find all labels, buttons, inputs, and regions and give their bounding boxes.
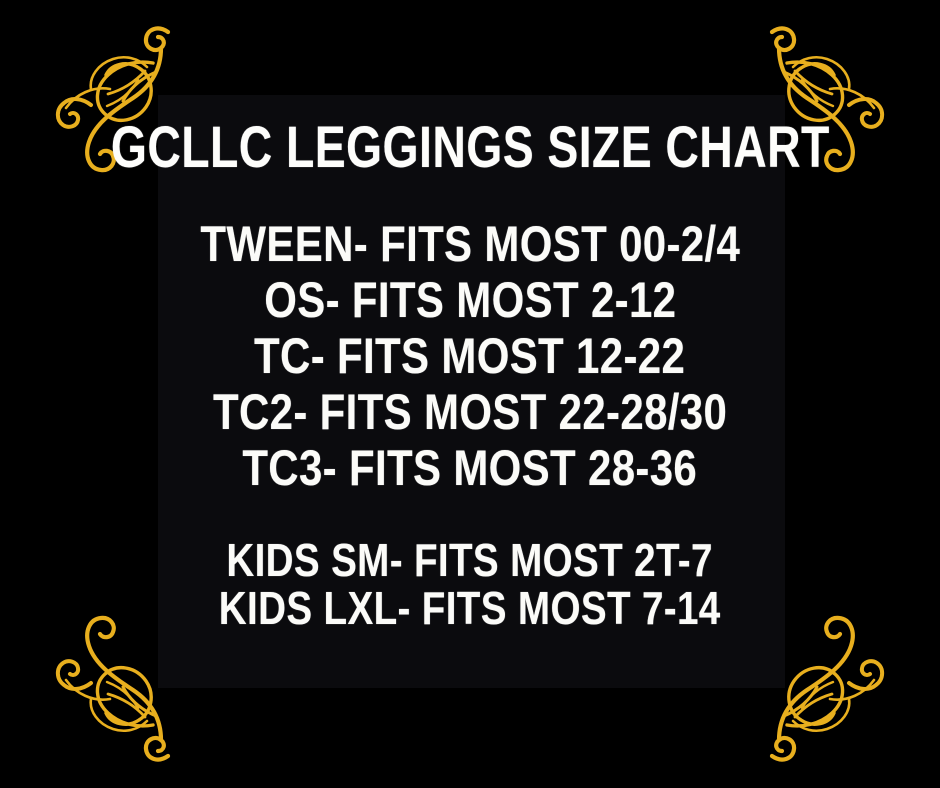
corner-flourish-icon-top-left <box>20 8 200 188</box>
page-title: GCLLC LEGGINGS SIZE CHART <box>110 115 830 180</box>
corner-flourish-icon-top-right <box>740 8 920 188</box>
corner-flourish-icon-bottom-right <box>740 600 920 780</box>
kids-size-group: KIDS SM- FITS MOST 2T-7 KIDS LXL- FITS M… <box>0 536 940 632</box>
size-line: TC- FITS MOST 12-22 <box>254 328 686 384</box>
inner-panel <box>158 95 785 688</box>
size-line: TWEEN- FITS MOST 00-2/4 <box>200 216 740 272</box>
size-line: KIDS SM- FITS MOST 2T-7 <box>226 534 714 586</box>
adult-size-group: TWEEN- FITS MOST 00-2/4 OS- FITS MOST 2-… <box>0 216 940 496</box>
size-line: TC3- FITS MOST 28-36 <box>242 440 698 496</box>
size-line: KIDS LXL- FITS MOST 7-14 <box>219 582 721 634</box>
size-line: TC2- FITS MOST 22-28/30 <box>212 384 728 440</box>
size-line: OS- FITS MOST 2-12 <box>263 272 677 328</box>
corner-flourish-icon-bottom-left <box>20 600 200 780</box>
